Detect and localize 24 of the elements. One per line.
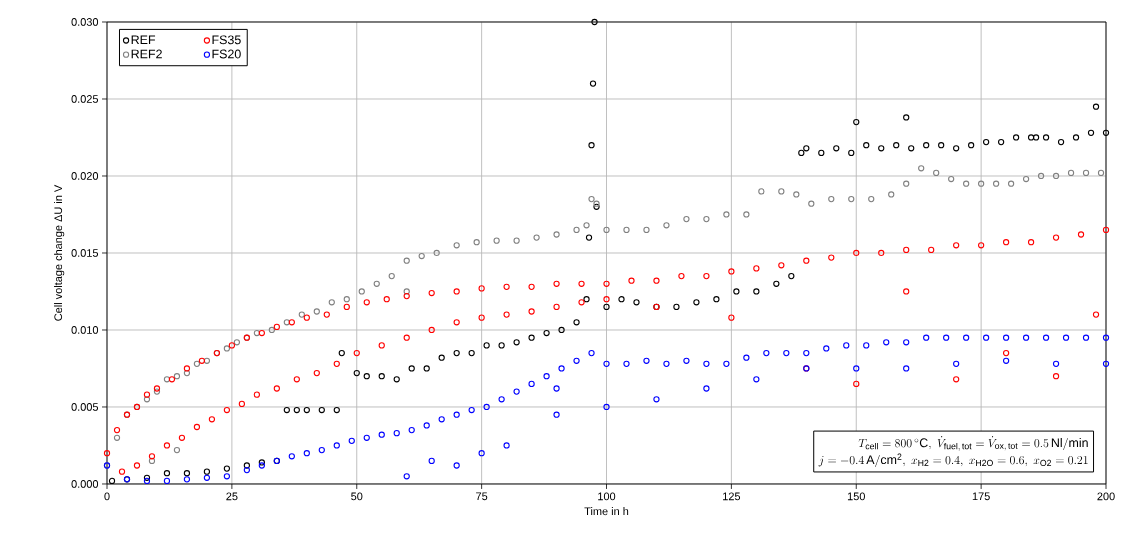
legend-label: REF xyxy=(131,35,156,45)
y-tick-label: 0.025 xyxy=(71,95,99,103)
x-axis-title: Time in h xyxy=(584,507,629,516)
y-tick-label: 0.020 xyxy=(71,172,99,180)
legend-label: REF2 xyxy=(131,49,162,59)
x-tick-label: 125 xyxy=(723,492,741,501)
y-tick-label: 0.015 xyxy=(71,249,99,257)
legend-label: FS35 xyxy=(212,35,241,45)
x-tick-label: 0 xyxy=(104,492,110,501)
legend-label: FS20 xyxy=(212,49,241,59)
x-tick-label: 175 xyxy=(972,492,990,501)
x-tick-label: 75 xyxy=(476,492,488,501)
x-tick-label: 50 xyxy=(351,492,363,501)
x-tick-label: 25 xyxy=(226,492,238,501)
y-tick-label: 0.010 xyxy=(71,326,99,334)
x-tick-label: 200 xyxy=(1097,492,1115,501)
y-axis-title: Cell voltage change ΔU in V xyxy=(54,184,65,321)
y-tick-label: 0.030 xyxy=(71,18,99,26)
y-tick-label: 0.000 xyxy=(71,480,99,488)
y-tick-label: 0.005 xyxy=(71,403,99,411)
x-tick-label: 150 xyxy=(847,492,865,501)
x-tick-label: 100 xyxy=(598,492,616,501)
annotation: $j = -0.4\,\mathrm{A/cm^{2}},\ x_{\mathrm{H2}} = 0.4,\ x_{\mathrm{H2O}} = 0.6,\ x_{\mathrm{O2}} = 0.21$ xyxy=(818,453,1088,467)
annotation: $T_{\mathrm{cell}} = 800\,{}^{\circ}\mathrm{C},\ \dot{V}_{\mathrm{fuel,\,tot}} = \dot{V}_{\mathrm{ox,\,tot}} = 0.5\,\mathrm{Nl/min}$ xyxy=(858,436,1088,451)
